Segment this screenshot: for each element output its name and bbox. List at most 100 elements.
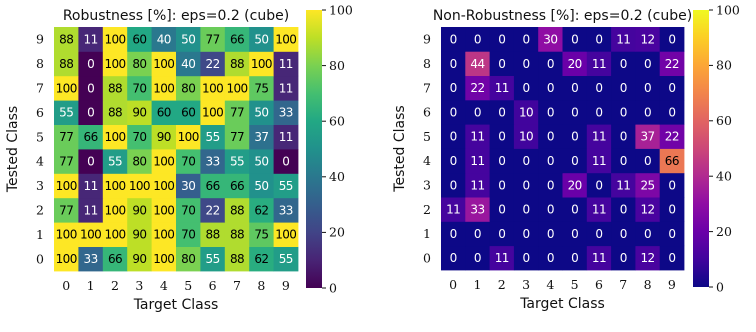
cell-value-label: 22 <box>206 57 220 71</box>
heatmap-cell <box>200 51 226 77</box>
heatmap-cell <box>465 75 490 101</box>
x-tick-label: 4 <box>546 277 554 292</box>
heatmap-cell <box>78 173 104 199</box>
heatmap-cell <box>127 197 152 223</box>
heatmap-cell <box>176 173 201 199</box>
cell-value-label: 100 <box>153 57 174 71</box>
heatmap-cell <box>586 197 612 222</box>
cell-value-label: 100 <box>104 179 125 193</box>
y-tick-label: 8 <box>423 56 431 71</box>
cell-value-label: 77 <box>59 130 73 144</box>
x-tick-label: 0 <box>449 277 457 292</box>
cell-value-label: 37 <box>254 130 268 144</box>
cell-value-label: 100 <box>153 203 174 217</box>
heatmap-cell <box>538 245 563 271</box>
colorbar-tick-label: 60 <box>329 114 345 129</box>
cell-value-label: 0 <box>620 154 627 168</box>
cell-value-label: 100 <box>275 33 296 47</box>
cell-value-label: 50 <box>254 179 268 193</box>
cell-value-label: 0 <box>620 57 627 71</box>
cell-value-label: 30 <box>181 179 195 193</box>
heatmap-cell <box>513 99 539 125</box>
cell-value-label: 0 <box>450 178 457 192</box>
heatmap-cell <box>54 222 79 247</box>
x-axis-label: Target Class <box>133 297 219 313</box>
cell-value-label: 70 <box>132 130 146 144</box>
cell-value-label: 25 <box>641 178 655 192</box>
cell-value-label: 11 <box>592 130 606 144</box>
heatmap-cell <box>176 149 201 174</box>
cell-value-label: 75 <box>254 81 268 95</box>
cell-value-label: 0 <box>571 81 578 95</box>
cell-value-label: 0 <box>571 32 578 46</box>
cell-value-label: 33 <box>279 106 293 120</box>
cell-value-label: 0 <box>571 227 578 241</box>
heatmap-cell <box>562 172 588 198</box>
heatmap-cell <box>249 222 274 247</box>
cell-value-label: 0 <box>474 105 481 119</box>
cell-value-label: 55 <box>230 155 244 169</box>
heatmap-cell <box>224 246 250 272</box>
cell-value-label: 60 <box>157 106 171 120</box>
cell-value-label: 100 <box>129 179 150 193</box>
heatmap-cell <box>441 27 466 52</box>
cell-value-label: 0 <box>450 227 457 241</box>
cell-value-label: 0 <box>547 251 554 265</box>
heatmap-cell <box>249 100 274 125</box>
heatmap-cell <box>562 27 588 52</box>
heatmap-cell <box>127 246 152 272</box>
cell-value-label: 70 <box>132 81 146 95</box>
cell-value-label: 55 <box>279 252 293 266</box>
cell-value-label: 50 <box>181 33 195 47</box>
x-tick-label: 5 <box>184 278 192 293</box>
heatmap-cell <box>586 172 612 198</box>
cell-value-label: 0 <box>644 57 651 71</box>
cell-value-label: 100 <box>202 106 223 120</box>
cell-value-label: 0 <box>644 105 651 119</box>
y-tick-label: 1 <box>423 226 431 241</box>
cell-value-label: 12 <box>641 203 655 217</box>
cell-value-label: 50 <box>254 33 268 47</box>
cell-value-label: 0 <box>282 155 289 169</box>
heatmap-cell <box>54 100 79 125</box>
y-tick-label: 4 <box>423 153 431 168</box>
heatmap-cell <box>151 100 177 125</box>
cell-value-label: 0 <box>595 227 602 241</box>
y-tick-label: 6 <box>423 105 431 120</box>
heatmap-cell <box>249 75 274 101</box>
robustness-heatmap: Robustness [%]: eps=0.2 (cube)100 33 66 90 1… <box>5 2 353 313</box>
heatmap-cell <box>273 75 299 101</box>
heatmap-cell <box>54 27 79 52</box>
cell-value-label: 10 <box>519 130 533 144</box>
heatmap-cell <box>151 246 177 272</box>
colorbar <box>306 10 322 288</box>
heatmap-cell <box>249 51 274 77</box>
y-tick-label: 1 <box>36 227 44 242</box>
cell-value-label: 11 <box>84 179 98 193</box>
cell-value-label: 55 <box>108 155 122 169</box>
heatmap-cell <box>176 222 201 247</box>
cell-value-label: 0 <box>523 178 530 192</box>
cell-value-label: 10 <box>519 105 533 119</box>
cell-value-label: 88 <box>230 252 244 266</box>
cell-value-label: 11 <box>279 81 293 95</box>
cell-value-label: 22 <box>665 57 679 71</box>
cell-value-label: 22 <box>206 203 220 217</box>
cell-value-label: 0 <box>474 251 481 265</box>
heatmap-cell <box>151 27 177 52</box>
heatmap-cell <box>635 148 661 174</box>
cell-value-label: 0 <box>498 203 505 217</box>
cell-value-label: 0 <box>523 251 530 265</box>
heatmap-cell <box>441 221 466 247</box>
heatmap-cell <box>249 27 274 52</box>
heatmap-cell <box>586 245 612 271</box>
cell-value-label: 55 <box>59 106 73 120</box>
cell-value-label: 11 <box>446 203 460 217</box>
heatmap-cell <box>441 99 466 125</box>
cell-value-label: 100 <box>275 228 296 242</box>
heatmap-cell <box>562 51 588 76</box>
cell-value-label: 0 <box>547 57 554 71</box>
heatmap-cell <box>176 51 201 77</box>
heatmap-cell <box>441 245 466 271</box>
heatmap-cell <box>224 100 250 125</box>
